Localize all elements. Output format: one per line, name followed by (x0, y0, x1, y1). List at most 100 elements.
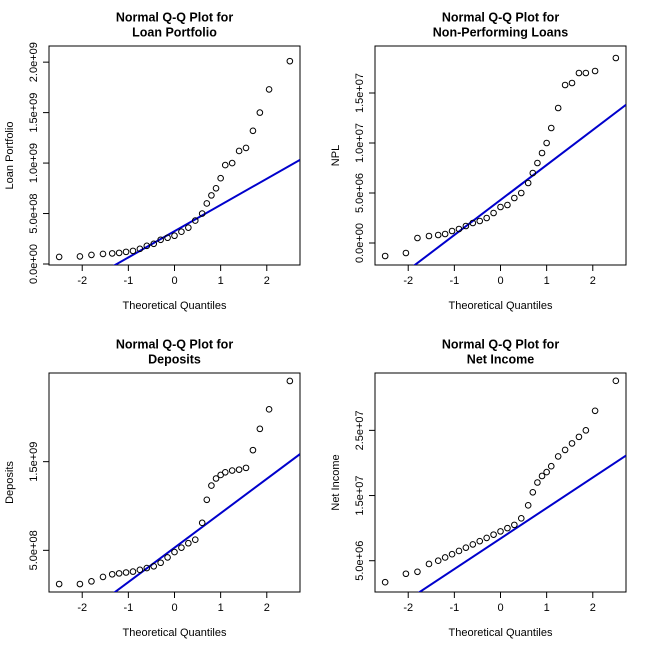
data-point (476, 217, 484, 225)
y-tick-label: 1.5e+07 (354, 475, 366, 515)
panel-title: Loan Portfolio (132, 25, 217, 39)
data-point (462, 544, 470, 551)
data-point (476, 537, 484, 545)
data-point (129, 568, 137, 575)
data-point (143, 564, 151, 572)
x-axis-label: Theoretical Quantiles (449, 300, 553, 312)
data-point (122, 248, 130, 256)
data-point (561, 446, 569, 454)
data-point (265, 86, 273, 93)
data-point (504, 524, 511, 532)
y-tick-label: 5.0e+08 (28, 193, 40, 233)
y-axis-label: Loan Portfolio (4, 122, 16, 190)
data-point (517, 189, 525, 197)
x-tick-label: -2 (403, 602, 413, 614)
data-point (208, 192, 215, 199)
data-point (547, 462, 555, 470)
data-point (212, 475, 220, 482)
panel-title: Non-Performing Loans (433, 25, 568, 39)
data-point (76, 580, 84, 588)
data-point (212, 184, 220, 192)
data-point (469, 541, 477, 548)
qq-line (113, 453, 300, 592)
data-point (228, 467, 236, 474)
data-point (185, 539, 192, 547)
data-point (591, 67, 599, 75)
data-point (425, 560, 433, 568)
x-tick-label: 0 (497, 602, 503, 614)
x-tick-label: -1 (449, 602, 459, 614)
panel-title: Deposits (148, 352, 201, 366)
panel-title: Normal Q-Q Plot for (442, 337, 560, 351)
data-point (511, 194, 518, 202)
data-point (434, 557, 442, 565)
qq-line (113, 158, 300, 265)
y-tick-label: 0.0e+00 (354, 223, 366, 263)
data-point (534, 479, 541, 486)
y-tick-label: 5.0e+08 (28, 530, 40, 570)
data-point (524, 502, 532, 509)
data-point (242, 464, 250, 472)
x-tick-label: 1 (218, 275, 224, 287)
data-point (434, 231, 442, 239)
data-point (414, 234, 421, 242)
data-point (504, 201, 511, 209)
data-point (171, 548, 178, 556)
data-point (455, 547, 463, 555)
data-point (554, 104, 562, 112)
data-point (208, 482, 215, 489)
data-point (538, 149, 546, 157)
data-point (228, 159, 236, 167)
data-point (88, 578, 95, 585)
data-point (249, 127, 257, 135)
y-tick-label: 5.0e+06 (354, 541, 366, 581)
data-point (88, 251, 95, 259)
data-point (198, 519, 206, 527)
data-point (448, 550, 456, 558)
data-point (164, 234, 171, 242)
y-axis-label: Deposits (4, 461, 16, 504)
data-point (99, 250, 107, 258)
data-point (529, 169, 537, 177)
data-point (198, 210, 206, 217)
x-tick-label: -2 (403, 275, 413, 287)
panel-title: Normal Q-Q Plot for (442, 10, 560, 24)
data-point (414, 568, 421, 576)
data-point (568, 440, 576, 447)
y-tick-label: 5.0e+06 (354, 173, 366, 213)
data-point (462, 222, 470, 230)
data-point (582, 69, 590, 77)
data-point (185, 224, 192, 231)
data-point (582, 427, 590, 434)
data-point (448, 227, 456, 235)
data-point (286, 377, 294, 385)
data-point (157, 559, 164, 567)
data-point (203, 496, 211, 504)
data-point (524, 179, 532, 187)
data-point (150, 240, 158, 248)
panel-title: Net Income (467, 352, 534, 366)
data-point (538, 472, 546, 480)
data-point (136, 245, 144, 253)
data-point (242, 144, 250, 152)
data-point (122, 569, 130, 576)
y-tick-label: 1.0e+07 (354, 123, 366, 163)
data-point (164, 554, 171, 561)
data-point (256, 425, 264, 433)
data-point (99, 573, 107, 581)
data-point (469, 219, 477, 227)
data-point (547, 124, 555, 132)
data-point (115, 570, 123, 577)
x-tick-label: 0 (171, 602, 177, 614)
data-point (191, 536, 199, 543)
y-tick-label: 1.5e+09 (28, 93, 40, 133)
x-tick-label: 0 (497, 275, 503, 287)
qq-line (417, 454, 626, 592)
data-point (178, 228, 185, 235)
y-tick-label: 2.0e+09 (28, 42, 40, 82)
y-axis-label: NPL (330, 145, 342, 166)
data-point (221, 161, 229, 169)
